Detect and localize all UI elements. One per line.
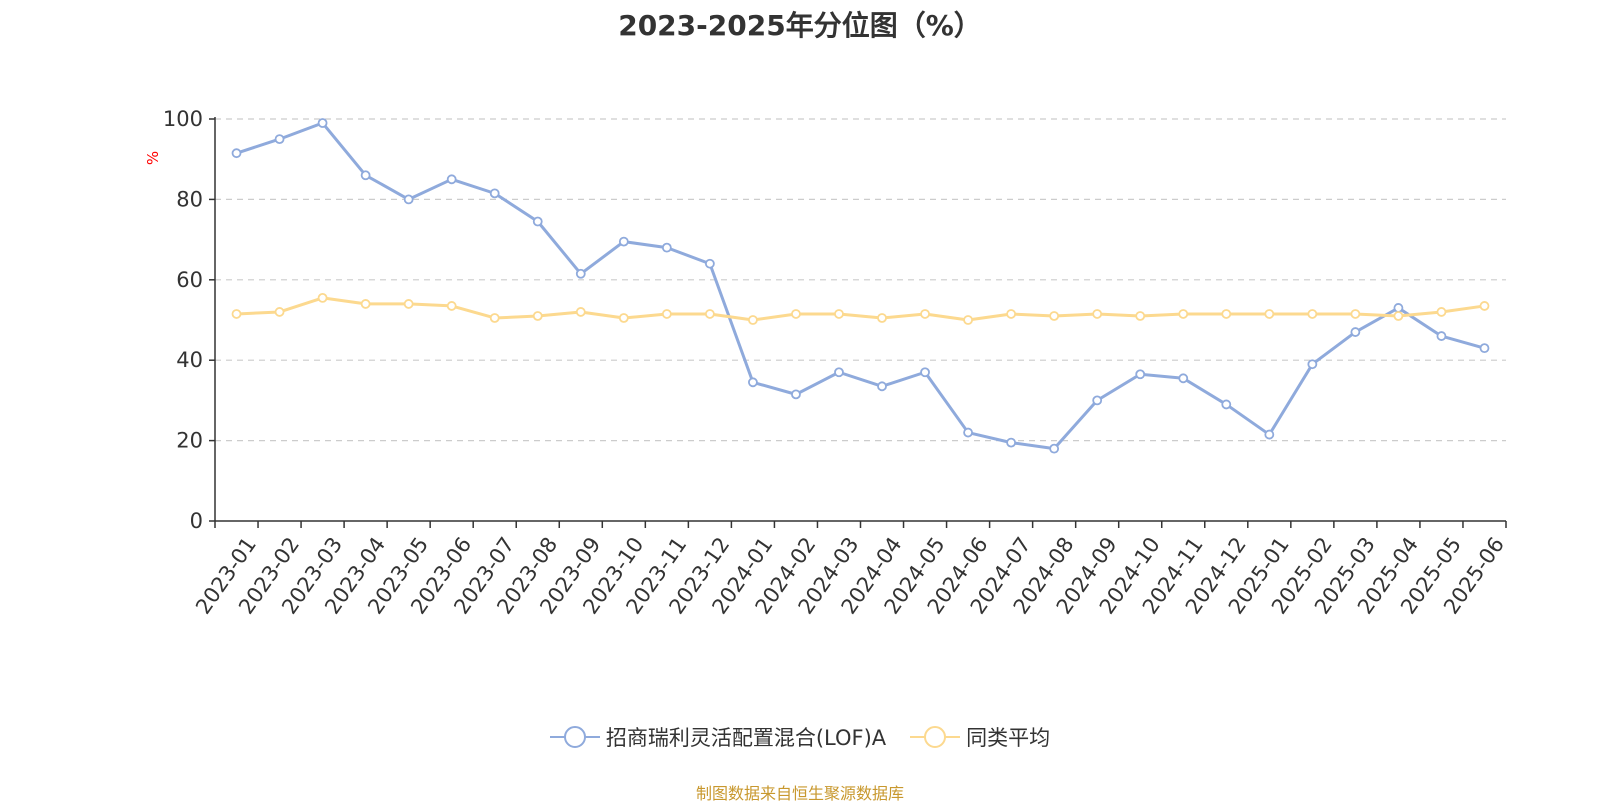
legend-item-average[interactable]: 同类平均 [910,722,1050,752]
series-1-point[interactable] [963,315,973,325]
series-0-point[interactable] [748,377,758,388]
y-tick-label: 100 [163,107,203,131]
series-0-point[interactable] [834,367,844,378]
legend-label-average: 同类平均 [966,726,1051,750]
axes: 020406080100%2023-012023-022023-032023-0… [144,107,1509,618]
series-1-point[interactable] [489,313,500,323]
y-tick-label: 40 [176,348,203,372]
series-1-point[interactable] [1178,309,1189,319]
series-0-point[interactable] [1049,443,1060,454]
series-0-point[interactable] [446,174,457,185]
series-0-point[interactable] [618,236,629,247]
series-0-point[interactable] [1393,303,1404,313]
series-1-point[interactable] [704,309,715,319]
series-markers [231,118,1490,454]
series-0-point[interactable] [489,188,500,199]
series-0-point[interactable] [661,242,672,253]
series-1-point[interactable] [1049,311,1060,321]
series-0-point[interactable] [1092,395,1103,406]
series-0-point[interactable] [1350,327,1361,337]
series-0-point[interactable] [1436,331,1447,341]
series-1-point[interactable] [1006,309,1017,319]
series-0-point[interactable] [1006,437,1017,448]
series-0-point[interactable] [704,258,715,269]
y-tick-label: 0 [190,509,203,533]
series-1-point[interactable] [317,292,328,303]
series-1-point[interactable] [446,301,457,311]
series-1-point[interactable] [661,309,672,319]
y-axis-label: % [144,151,162,165]
series-1-point[interactable] [575,307,586,317]
legend: 招商瑞利灵活配置混合(LOF)A 同类平均 [0,722,1600,752]
series-1-point[interactable] [1092,309,1103,319]
series-1-point[interactable] [1350,309,1361,319]
y-tick-label: 20 [176,429,203,453]
series-0-point[interactable] [920,367,930,378]
series-1-point[interactable] [360,299,371,309]
series-0-point[interactable] [1135,369,1146,380]
y-tick-label: 60 [176,268,203,292]
series-0-point[interactable] [575,268,586,279]
source-note: 制图数据来自恒生聚源数据库 [695,784,904,803]
legend-label-fund: 招商瑞利灵活配置混合(LOF)A [605,726,887,750]
series-0-point[interactable] [1221,399,1232,410]
series-0-point[interactable] [360,170,371,181]
series-1-point[interactable] [1307,309,1318,319]
legend-fund-line-icon [549,726,600,748]
series-1-point[interactable] [1264,309,1275,319]
series-1-point[interactable] [877,313,887,323]
series-0-point[interactable] [231,148,242,159]
series-1-point[interactable] [274,307,285,317]
series-line-0 [236,121,1485,451]
series-1-point[interactable] [231,309,242,319]
legend-item-fund[interactable]: 招商瑞利灵活配置混合(LOF)A [549,722,887,752]
series-1-point[interactable] [1479,301,1490,311]
series-line-1 [236,296,1485,322]
y-tick-label: 80 [176,187,203,211]
series-0-point[interactable] [532,216,543,227]
series-0-point[interactable] [274,134,285,145]
series-1-point[interactable] [1393,311,1404,321]
series-1-point[interactable] [748,315,758,325]
legend-average-line-icon [910,726,961,748]
series-1-point[interactable] [1135,311,1146,321]
series-1-point[interactable] [1221,309,1232,319]
series-0-point[interactable] [791,389,801,400]
series-1-point[interactable] [834,309,844,319]
series-1-point[interactable] [920,309,930,319]
series-0-point[interactable] [1479,343,1490,354]
series-1-point[interactable] [532,311,543,321]
series-1-point[interactable] [1436,307,1447,317]
grid-lines [215,118,1506,442]
series-lines [236,121,1485,451]
series-1-point[interactable] [618,313,629,323]
series-1-point[interactable] [791,309,801,319]
series-0-point[interactable] [1264,429,1275,440]
series-0-point[interactable] [963,427,973,438]
chart-title: 2023-2025年分位图（%） [618,9,982,42]
series-0-point[interactable] [317,118,328,128]
series-0-point[interactable] [1307,359,1318,370]
series-0-point[interactable] [403,194,414,205]
series-0-point[interactable] [877,381,887,392]
series-1-point[interactable] [403,299,414,309]
series-0-point[interactable] [1178,373,1189,384]
